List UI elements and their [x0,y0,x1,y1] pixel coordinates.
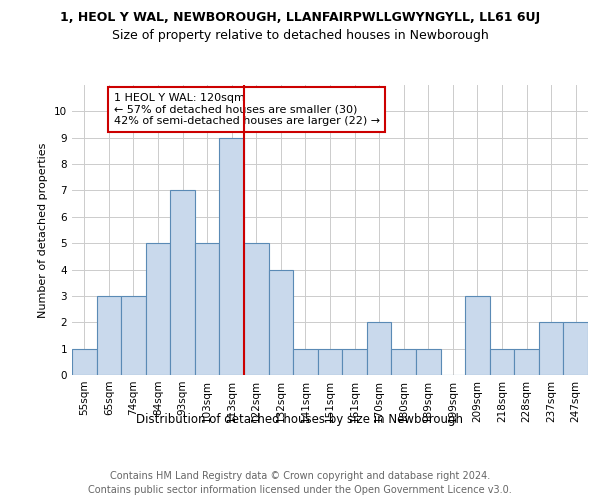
Bar [391,348,416,375]
Bar [514,348,539,375]
Text: 1 HEOL Y WAL: 120sqm
← 57% of detached houses are smaller (30)
42% of semi-detac: 1 HEOL Y WAL: 120sqm ← 57% of detached h… [114,93,380,126]
Bar [490,348,514,375]
Bar [465,296,490,375]
Y-axis label: Number of detached properties: Number of detached properties [38,142,49,318]
Bar [72,348,97,375]
Bar [121,296,146,375]
Bar [244,243,269,375]
Bar [342,348,367,375]
Bar [195,243,220,375]
Bar [97,296,121,375]
Bar [220,138,244,375]
Bar [170,190,195,375]
Bar [539,322,563,375]
Bar [416,348,440,375]
Text: Distribution of detached houses by size in Newborough: Distribution of detached houses by size … [137,412,464,426]
Text: Contains HM Land Registry data © Crown copyright and database right 2024.
Contai: Contains HM Land Registry data © Crown c… [88,471,512,495]
Bar [563,322,588,375]
Text: 1, HEOL Y WAL, NEWBOROUGH, LLANFAIRPWLLGWYNGYLL, LL61 6UJ: 1, HEOL Y WAL, NEWBOROUGH, LLANFAIRPWLLG… [60,11,540,24]
Bar [269,270,293,375]
Text: Size of property relative to detached houses in Newborough: Size of property relative to detached ho… [112,29,488,42]
Bar [318,348,342,375]
Bar [293,348,318,375]
Bar [367,322,391,375]
Bar [146,243,170,375]
